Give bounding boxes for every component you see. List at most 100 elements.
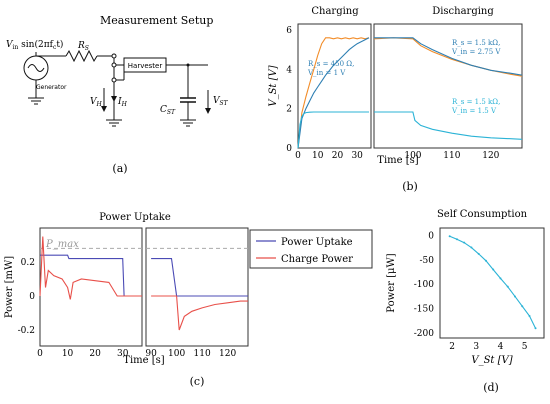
chart-c-ylabel: Power [mW] [4, 256, 15, 318]
y-tick-label: 0 [29, 292, 35, 302]
panel-c: Power Uptake -0.200.20 10 20 30 90 100 110 120 … [4, 212, 373, 388]
x-tick-label: 0 [295, 151, 301, 161]
annotation-charging-line2: V_in = 1 V [307, 69, 346, 77]
data-point [477, 252, 480, 255]
chart-b-x-ticks: 0 10 20 30 100 110 120 [295, 151, 500, 161]
x-tick-label: 120 [219, 349, 236, 359]
x-tick-label: 10 [312, 151, 324, 161]
pmax-label: P_max [45, 239, 79, 250]
chart-b-right-title: Discharging [432, 6, 494, 17]
legend-label-charge: Charge Power [281, 254, 353, 265]
data-point [534, 327, 537, 330]
annotation-charging-line1: R_s = 450 Ω, [308, 60, 354, 68]
x-tick-label: 100 [404, 151, 421, 161]
panel-d: Self Consumption 0 -50 -100 -150 -200 2 3 4 5 Po… [386, 209, 545, 394]
chart-b-left-plot [297, 37, 370, 149]
y-tick-label: 0 [286, 144, 292, 154]
sine-icon [27, 64, 45, 72]
annotation-discharging-b-line2: V_in = 1.5 V [451, 107, 497, 115]
x-tick-label: 30 [117, 349, 129, 359]
charging-series-line [297, 111, 369, 149]
data-point [463, 241, 466, 244]
chart-c-legend [249, 229, 373, 269]
x-tick-label: 0 [37, 349, 43, 359]
chart-c-xlabel: Time [s] [123, 355, 164, 366]
x-tick-label: 3 [473, 342, 479, 352]
chart-d-xlabel: V_St [V] [471, 355, 512, 366]
chart-c-title: Power Uptake [99, 212, 171, 223]
harvester-label: Harvester [128, 62, 163, 70]
x-tick-label: 110 [194, 349, 211, 359]
x-tick-label: 5 [522, 342, 528, 352]
y-tick-label: -200 [414, 329, 434, 339]
y-tick-label: -100 [414, 280, 434, 290]
ground-icon [106, 119, 122, 127]
y-tick-label: -150 [414, 305, 434, 315]
chart-b-y-ticks: 0 2 4 6 [286, 26, 292, 154]
caption-b: (b) [402, 180, 418, 193]
y-tick-label: -0.2 [18, 326, 35, 336]
x-tick-label: 100 [168, 349, 185, 359]
cst-label: CST [160, 105, 176, 116]
ih-label: IH [117, 97, 128, 108]
data-point [513, 295, 516, 298]
self-consumption-line [449, 235, 536, 329]
y-tick-label: 0.2 [21, 258, 35, 268]
chart-d-ylabel: Power [μW] [386, 253, 397, 312]
data-point [506, 285, 509, 288]
data-point [484, 259, 487, 262]
data-point [455, 238, 458, 241]
data-point [521, 305, 524, 308]
ground-icon [180, 119, 196, 127]
y-tick-label: 2 [286, 105, 292, 115]
x-tick-label: 90 [145, 349, 157, 359]
y-tick-label: 4 [286, 65, 292, 75]
chart-c-right-frame [145, 227, 249, 347]
x-tick-label: 2 [449, 342, 455, 352]
chart-b-left-frame [297, 23, 372, 149]
source-label: Vin sin(2πfct) [6, 39, 63, 51]
x-tick-label: 120 [482, 151, 499, 161]
power-series-line [151, 295, 248, 331]
panel-a-title: Measurement Setup [100, 14, 213, 27]
annotation-discharging-a-line2: V_in = 2.75 V [451, 48, 501, 56]
x-tick-label: 20 [89, 349, 101, 359]
power-series-line [40, 254, 142, 297]
generator-label: Generator [36, 84, 67, 91]
caption-d: (d) [483, 381, 499, 394]
y-tick-label: 6 [286, 26, 292, 36]
panel-a: Measurement Setup Vin sin(2πfct) Generat… [6, 14, 229, 175]
panel-b: Charging Discharging 0 2 4 6 0 10 20 30 100 110 1… [268, 6, 523, 193]
rs-label: RS [77, 41, 89, 52]
y-tick-label: -50 [420, 256, 435, 266]
x-tick-label: 10 [62, 349, 74, 359]
x-tick-label: 110 [443, 151, 460, 161]
chart-b-ylabel: V_St [V] [268, 65, 279, 106]
chart-d-title: Self Consumption [437, 209, 528, 220]
vh-label: VH [90, 97, 103, 108]
chart-b-xlabel: Time [s] [377, 155, 418, 166]
chart-d-ticks: 0 -50 -100 -150 -200 2 3 4 5 [414, 231, 528, 352]
x-tick-label: 4 [498, 342, 504, 352]
caption-c: (c) [190, 375, 205, 388]
chart-b-right-frame [373, 23, 523, 149]
annotation-discharging-a-line1: R_s = 1.5 kΩ, [452, 39, 500, 47]
charging-series-line [297, 37, 370, 149]
annotation-discharging-b-line1: R_s = 1.5 kΩ, [452, 98, 500, 106]
caption-a: (a) [112, 162, 127, 175]
data-point [528, 315, 531, 317]
chart-c-plot [39, 236, 248, 331]
data-point [470, 246, 473, 249]
chart-d-frame [439, 227, 545, 339]
chart-c-ticks: -0.2 0 0.2 0 10 20 30 90 100 110 120 [18, 258, 237, 359]
ground-icon [28, 97, 44, 105]
y-tick-label: 0 [428, 231, 434, 241]
power-series-line [151, 258, 248, 297]
discharging-series-line [374, 111, 523, 140]
data-point [492, 268, 495, 271]
vst-label: VST [213, 96, 229, 107]
x-tick-label: 20 [332, 151, 344, 161]
chart-b-right-plot [373, 37, 523, 140]
data-point [499, 277, 502, 280]
